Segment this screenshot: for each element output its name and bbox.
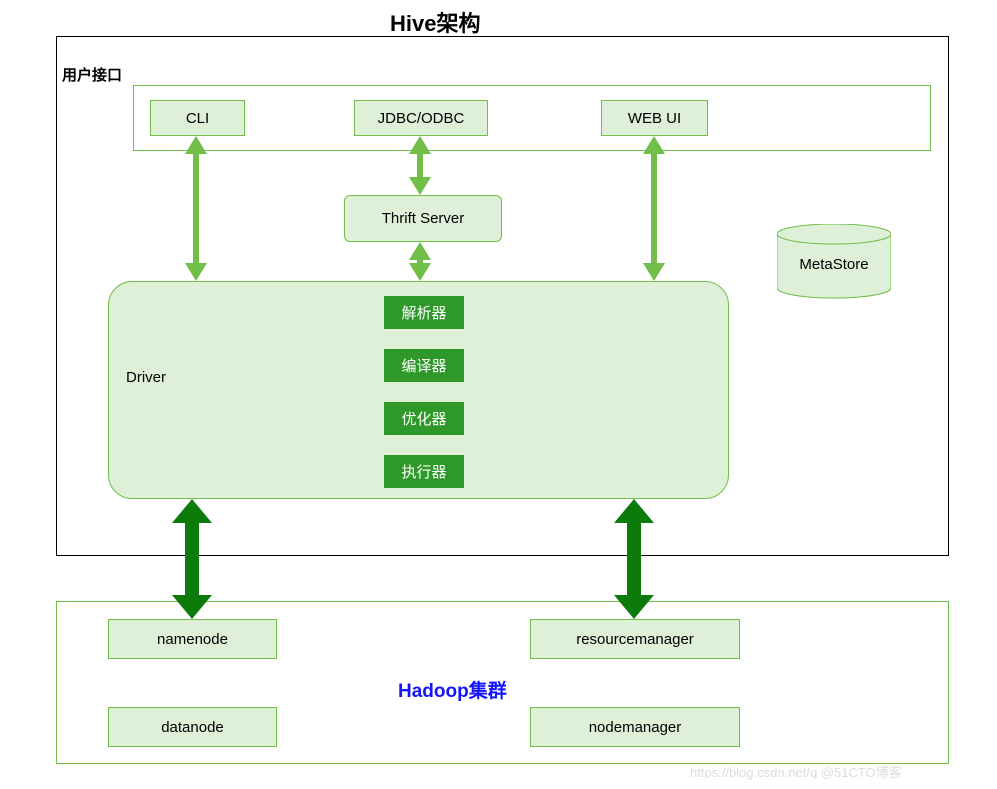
container-label-user_interface: 用户接口 [62,64,122,85]
diagram-title: Hive架构 [390,6,480,38]
node-optimizer: 优化器 [384,402,464,435]
node-metastore: MetaStore [777,224,891,318]
node-namenode: namenode [108,619,277,659]
node-cli: CLI [150,100,245,136]
node-datanode: datanode [108,707,277,747]
node-jdbc: JDBC/ODBC [354,100,488,136]
node-nodemanager: nodemanager [530,707,740,747]
container-label-driver: Driver [126,369,166,386]
node-executor: 执行器 [384,455,464,488]
watermark: https://blog.csdn.net/q @51CTO博客 [690,762,902,781]
container-user_interface [133,85,931,151]
node-thrift: Thrift Server [344,195,502,242]
container-label-hadoop: Hadoop集群 [398,676,507,703]
node-webui: WEB UI [601,100,708,136]
node-parser: 解析器 [384,296,464,329]
node-compiler: 编译器 [384,349,464,382]
node-resourcemanager: resourcemanager [530,619,740,659]
node-label-metastore: MetaStore [799,256,868,273]
